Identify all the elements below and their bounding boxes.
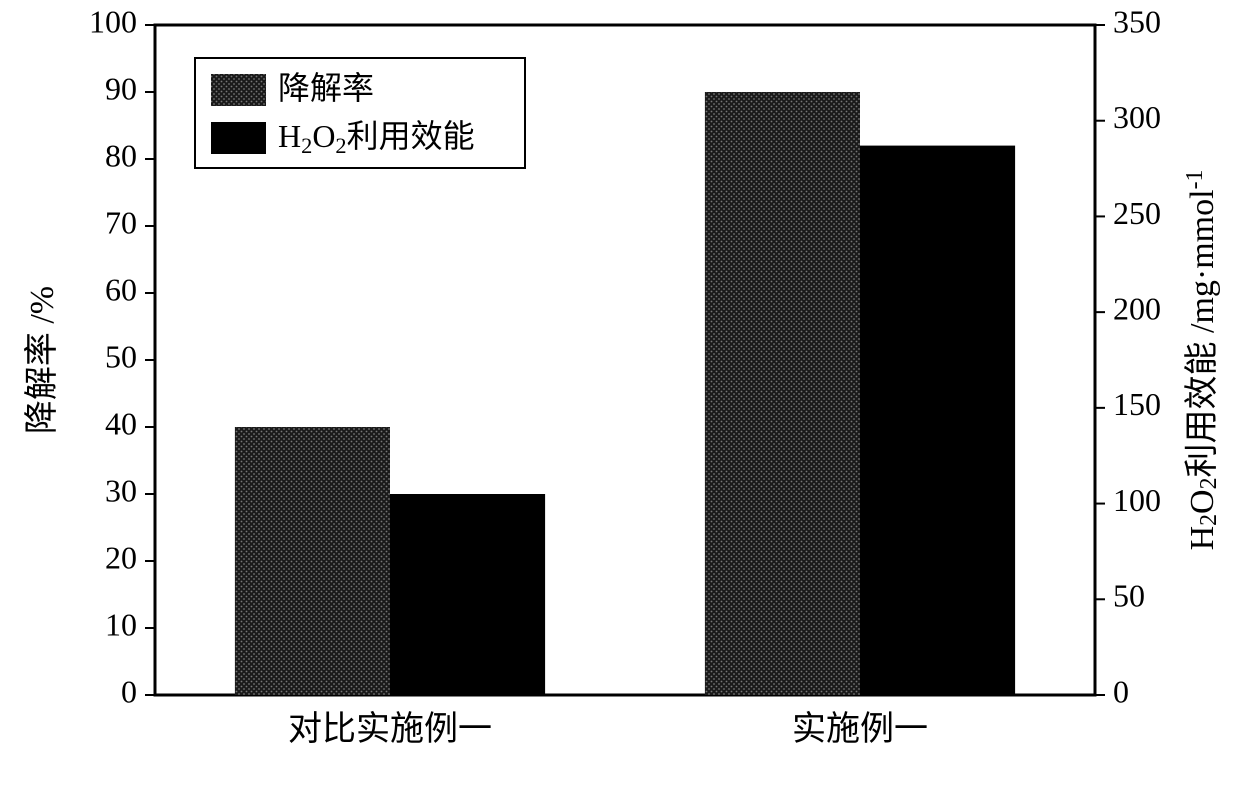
y-right-tick-label: 0 (1113, 673, 1129, 709)
legend-swatch (211, 122, 266, 154)
x-category-label: 对比实施例一 (288, 710, 492, 748)
bar (705, 92, 860, 695)
y-left-tick-label: 40 (105, 405, 137, 441)
y-left-tick-label: 20 (105, 539, 137, 575)
y-left-tick-label: 80 (105, 137, 137, 173)
y-left-axis-label: 降解率 /% (23, 286, 61, 434)
y-right-axis-label: H2O2利用效能 /mg·mmol-1 (1182, 170, 1222, 551)
y-left-tick-label: 100 (89, 3, 137, 39)
y-left-tick-label: 30 (105, 472, 137, 508)
y-left-tick-label: 60 (105, 271, 137, 307)
y-right-tick-label: 150 (1113, 386, 1161, 422)
y-right-tick-label: 100 (1113, 482, 1161, 518)
chart-container: 0 10 20 30 40 50 60 70 80 90 100 降解率 /% 0 50 100 150 200… (0, 0, 1240, 804)
y-right-tick-label: 250 (1113, 195, 1161, 231)
y-left-tick-label: 10 (105, 606, 137, 642)
bar-chart: 0 10 20 30 40 50 60 70 80 90 100 降解率 /% 0 50 100 150 200… (0, 0, 1240, 804)
y-left-tick-label: 90 (105, 70, 137, 106)
x-category-label: 实施例一 (792, 710, 928, 748)
y-right-tick-label: 350 (1113, 3, 1161, 39)
legend-label: 降解率 (278, 70, 374, 106)
y-right-tick-label: 200 (1113, 290, 1161, 326)
bar (860, 146, 1015, 695)
legend-swatch (211, 74, 266, 106)
y-right-tick-label: 300 (1113, 99, 1161, 135)
y-left-tick-label: 0 (121, 673, 137, 709)
y-left-tick-label: 70 (105, 204, 137, 240)
y-left-tick-label: 50 (105, 338, 137, 374)
y-right-tick-label: 50 (1113, 578, 1145, 614)
bar (390, 494, 545, 695)
bar (235, 427, 390, 695)
